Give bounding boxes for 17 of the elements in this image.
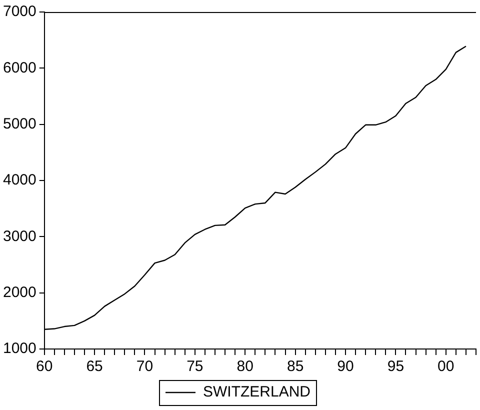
y-tick-label: 6000 xyxy=(2,59,36,76)
y-tick-label: 4000 xyxy=(2,172,36,189)
y-tick-label: 2000 xyxy=(2,284,36,301)
y-tick-label: 3000 xyxy=(2,228,36,245)
x-tick-label: 60 xyxy=(36,358,53,376)
x-tick-label: 80 xyxy=(236,358,254,376)
legend-label: SWITZERLAND xyxy=(203,384,311,401)
x-tick-label: 85 xyxy=(286,358,304,376)
x-tick-label: 90 xyxy=(337,358,354,376)
x-tick-label: 00 xyxy=(438,358,454,376)
x-tick-label: 95 xyxy=(387,358,404,376)
y-tick-label: 5000 xyxy=(2,115,36,132)
x-tick-label: 70 xyxy=(136,358,154,376)
y-tick-label: 7000 xyxy=(2,3,36,20)
x-tick-label: 65 xyxy=(86,358,103,376)
y-tick-label: 1000 xyxy=(2,340,36,358)
x-tick-label: 75 xyxy=(186,358,204,376)
